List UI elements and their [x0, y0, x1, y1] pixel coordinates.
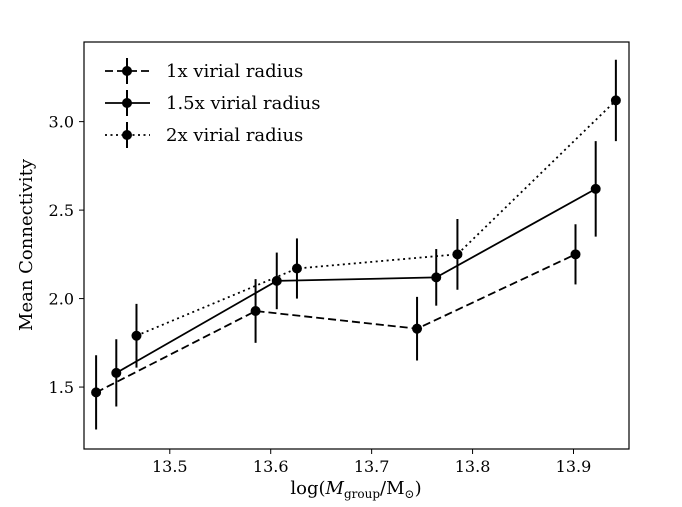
series-3-point-0: [131, 330, 142, 341]
series-1-point-3: [570, 249, 581, 260]
x-axis-label-suffix: ): [415, 478, 422, 499]
legend-label-3: 2x virial radius: [166, 125, 303, 146]
x-tick-label-0: 13.5: [152, 457, 188, 476]
x-tick-label-1: 13.6: [253, 457, 289, 476]
series-1-point-1: [250, 305, 261, 316]
series-2: [111, 141, 601, 407]
legend-label-2: 1.5x virial radius: [166, 93, 320, 114]
series-3-point-2: [452, 249, 463, 260]
series-1-point-2: [412, 323, 423, 334]
series-1-point-0: [91, 387, 102, 398]
series-2-line: [115, 188, 597, 374]
series-1-line: [95, 253, 576, 394]
plot-area: [83, 41, 630, 450]
legend: 1x virial radius 1.5x virial radius 2x vir…: [105, 58, 320, 148]
series-2-point-1: [271, 275, 282, 286]
series-2-point-0: [111, 367, 122, 378]
series-1: [91, 224, 581, 430]
x-axis-label-sub: group: [344, 487, 380, 501]
x-axis-label: log(Mgroup/M⊙): [290, 478, 421, 501]
legend-label-1: 1x virial radius: [166, 61, 303, 82]
x-axis-label-slash: /M: [380, 478, 405, 499]
x-axis-label-sun: ⊙: [405, 487, 415, 501]
y-tick-label-3: 3.0: [49, 113, 74, 132]
x-tick-label-3: 13.8: [455, 457, 491, 476]
series-3-point-1: [291, 263, 302, 274]
legend-swatch-marker-2: [122, 98, 132, 108]
x-tick-label-4: 13.9: [556, 457, 592, 476]
x-axis-label-prefix: log(: [290, 478, 325, 499]
axis-ticks: 13.5 13.6 13.7 13.8 13.9 1.5 2.0 2.5 3.0: [49, 113, 592, 476]
series-2-point-3: [590, 183, 601, 194]
y-axis-label: Mean Connectivity: [16, 158, 37, 331]
series-layer: [91, 59, 621, 430]
series-3-point-3: [610, 95, 621, 106]
y-tick-label-1: 2.0: [49, 290, 74, 309]
series-3: [131, 59, 621, 368]
legend-swatch-marker-3: [122, 130, 132, 140]
x-axis-label-var: M: [325, 478, 345, 499]
x-tick-label-2: 13.7: [354, 457, 390, 476]
legend-swatch-marker-1: [122, 66, 132, 76]
series-3-line: [136, 99, 617, 337]
series-2-point-2: [431, 272, 442, 283]
y-tick-label-0: 1.5: [49, 378, 74, 397]
y-tick-label-2: 2.5: [49, 201, 74, 220]
